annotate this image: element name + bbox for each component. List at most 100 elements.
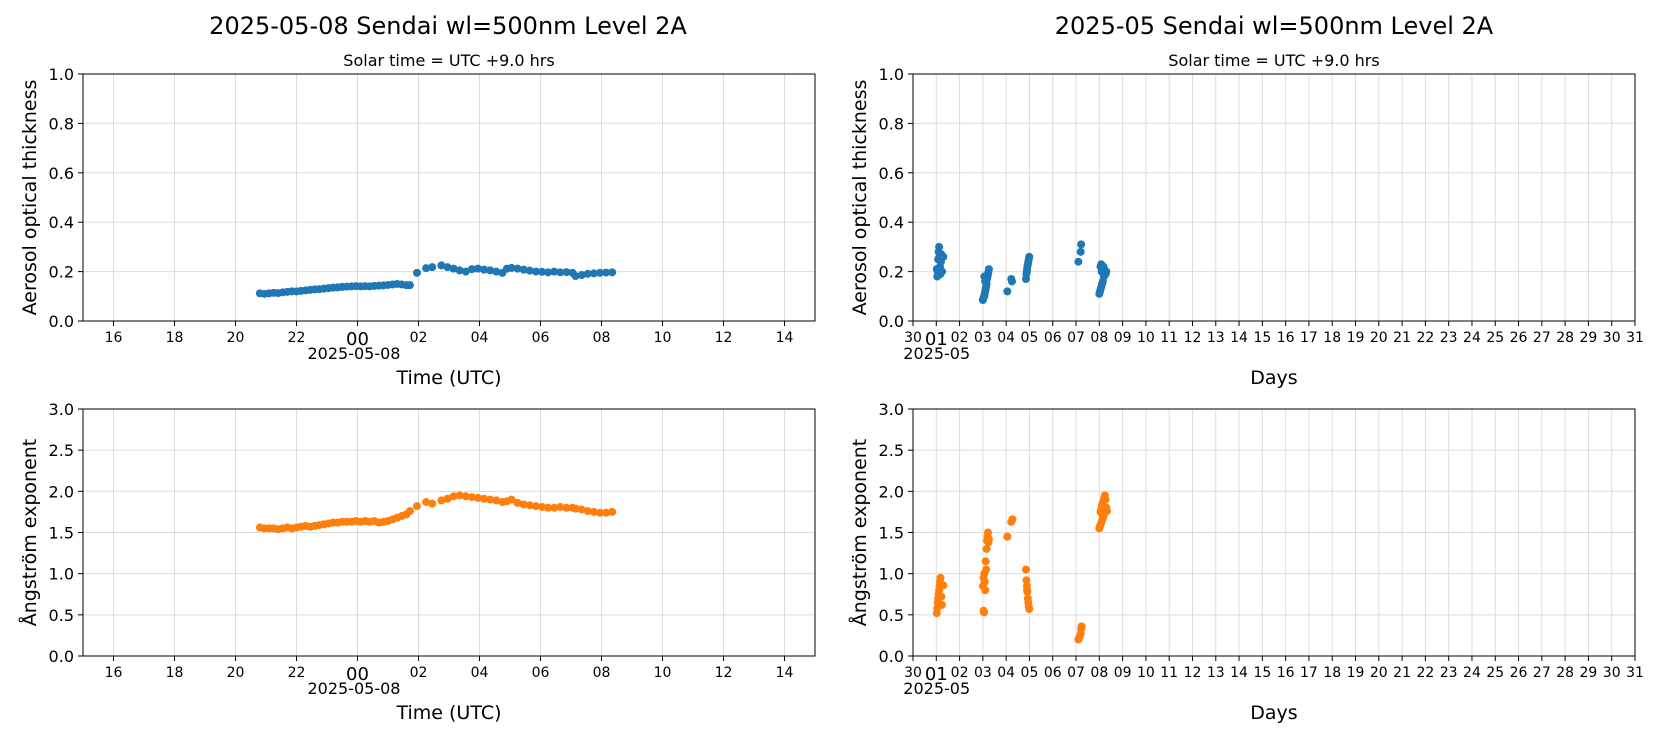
y-tick-label: 3.0: [49, 400, 74, 419]
data-point: [1007, 277, 1016, 286]
data-point: [443, 263, 452, 272]
data-point: [507, 495, 516, 504]
monthly-angstrom-panel: 30 01 02 03 04 05 06 07 08 09 10 11 12 13 14 15 16 17 18 19…: [848, 400, 1644, 724]
data-point: [583, 269, 592, 278]
right-figure-title: 2025-05 Sendai wl=500nm Level 2A: [1055, 12, 1494, 40]
data-point: [480, 494, 489, 503]
x-axis-label: Time (UTC): [395, 702, 501, 724]
data-point: [1008, 515, 1017, 524]
x-tick-label: 24: [1463, 330, 1481, 346]
x-tick-label: 16: [105, 330, 123, 346]
y-tick-label: 0.6: [879, 164, 904, 183]
y-tick-label: 2.0: [49, 482, 74, 501]
data-point: [538, 267, 547, 276]
x-axis-date-offset: 2025-05-08: [308, 679, 401, 698]
data-point: [544, 503, 553, 512]
y-tick-label: 0.4: [49, 213, 74, 232]
data-point: [428, 263, 437, 272]
x-tick-label: 30: [904, 665, 922, 681]
y-tick-label: 0.0: [879, 647, 904, 666]
subplot-title: Solar time = UTC +9.0 hrs: [343, 51, 554, 70]
y-tick-label: 0.5: [49, 606, 74, 625]
x-tick-label: 27: [1533, 330, 1551, 346]
data-point: [412, 268, 421, 277]
x-tick-label: 06: [1044, 330, 1062, 346]
y-tick-label: 0.0: [49, 312, 74, 331]
data-point: [1025, 252, 1034, 261]
y-tick-label: 0.0: [49, 647, 74, 666]
data-point: [583, 507, 592, 516]
data-point: [937, 600, 946, 609]
data-point: [939, 581, 948, 590]
x-tick-label: 10: [1137, 665, 1155, 681]
data-point: [531, 267, 540, 276]
x-tick-label: 28: [1556, 665, 1574, 681]
data-point: [1021, 565, 1030, 574]
x-tick-label: 05: [1021, 665, 1039, 681]
data-point: [1022, 576, 1031, 585]
data-point: [602, 508, 611, 517]
data-point: [608, 507, 617, 516]
data-point: [589, 269, 598, 278]
data-point: [980, 577, 989, 586]
data-point: [1003, 532, 1012, 541]
data-point: [936, 573, 945, 582]
x-axis-label: Time (UTC): [395, 367, 501, 389]
data-point: [519, 500, 528, 509]
x-tick-label: 22: [288, 330, 306, 346]
data-point: [981, 586, 990, 595]
data-point: [473, 264, 482, 273]
data-point: [562, 268, 571, 277]
x-tick-label: 22: [1416, 665, 1434, 681]
y-axis-label: Ångström exponent: [18, 439, 41, 627]
data-point: [519, 265, 528, 274]
y-tick-label: 0.4: [879, 213, 904, 232]
x-tick-label: 12: [1184, 330, 1202, 346]
x-axis-label: Days: [1250, 702, 1297, 724]
data-point: [467, 265, 476, 274]
x-tick-label: 12: [715, 330, 733, 346]
y-tick-label: 0.0: [879, 312, 904, 331]
x-tick-label: 16: [1277, 665, 1295, 681]
x-tick-label: 22: [288, 665, 306, 681]
y-tick-label: 3.0: [879, 400, 904, 419]
y-axis-label: Aerosol optical thickness: [19, 80, 41, 316]
data-point: [1099, 272, 1108, 281]
x-tick-label: 18: [1323, 330, 1341, 346]
data-point: [983, 528, 992, 537]
data-point: [467, 493, 476, 502]
x-tick-label: 19: [1347, 665, 1365, 681]
x-tick-label: 24: [1463, 665, 1481, 681]
data-point: [939, 252, 948, 261]
x-tick-label: 25: [1486, 665, 1504, 681]
data-point: [577, 271, 586, 280]
x-tick-label: 15: [1253, 330, 1271, 346]
y-tick-label: 2.0: [879, 482, 904, 501]
x-tick-label: 00: [346, 664, 369, 685]
x-tick-label: 26: [1510, 665, 1528, 681]
data-point: [412, 502, 421, 511]
data-point: [608, 268, 617, 277]
y-axis-label: Ångström exponent: [848, 439, 871, 627]
x-tick-label: 16: [1277, 330, 1295, 346]
x-tick-label: 04: [471, 330, 489, 346]
data-point: [577, 505, 586, 514]
data-point: [1077, 622, 1086, 631]
x-tick-label: 01: [925, 329, 948, 350]
x-tick-label: 18: [1323, 665, 1341, 681]
data-point: [1077, 240, 1086, 249]
data-point: [513, 264, 522, 273]
data-point: [455, 266, 464, 275]
data-point: [595, 268, 604, 277]
x-tick-label: 09: [1114, 330, 1132, 346]
data-point: [1076, 247, 1085, 256]
data-point: [556, 268, 565, 277]
x-tick-label: 25: [1486, 330, 1504, 346]
data-point: [595, 508, 604, 517]
y-tick-label: 0.5: [879, 606, 904, 625]
x-tick-label: 14: [776, 665, 794, 681]
y-tick-label: 2.5: [49, 441, 74, 460]
x-tick-label: 10: [654, 330, 672, 346]
data-point: [1099, 513, 1108, 522]
data-point: [531, 502, 540, 511]
